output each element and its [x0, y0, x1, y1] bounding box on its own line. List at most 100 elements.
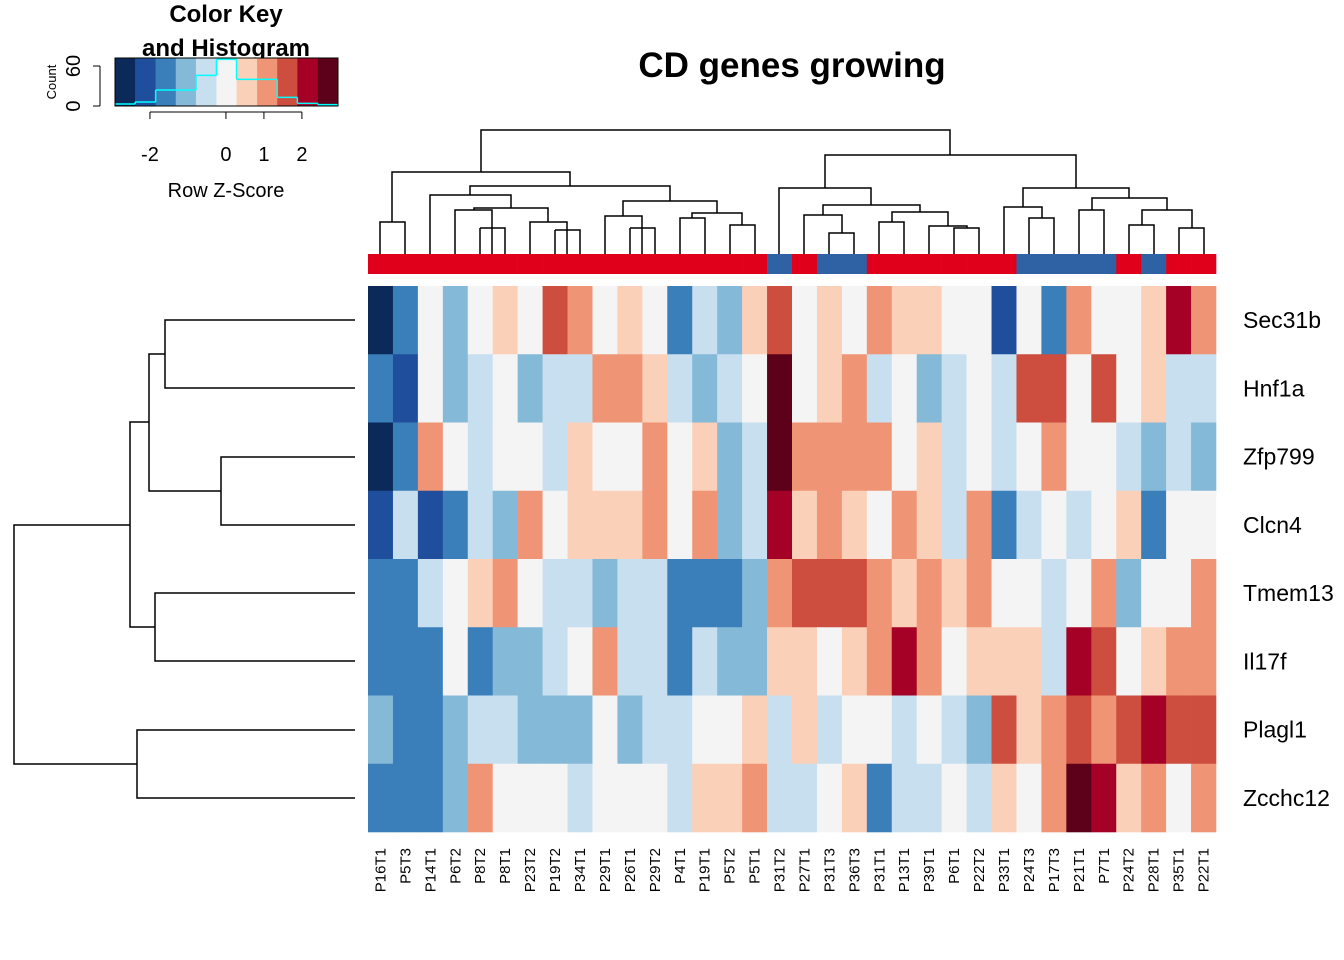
key-title: Color Key — [169, 1, 283, 28]
heatmap-cell — [442, 490, 469, 560]
heatmap-cell — [742, 627, 768, 696]
column-label: P14T1 — [422, 848, 439, 892]
heatmap-cell — [567, 490, 593, 560]
key-x-tick-label: 1 — [258, 144, 269, 166]
heatmap-cell — [517, 763, 543, 833]
column-side-color — [592, 254, 618, 274]
heatmap-cell — [667, 627, 693, 696]
column-label: P13T1 — [896, 848, 913, 892]
heatmap-cell — [368, 286, 394, 355]
key-color-block — [155, 58, 177, 106]
heatmap-cell — [467, 695, 494, 765]
row-label: Il17f — [1243, 648, 1287, 674]
heatmap-cell — [592, 354, 618, 423]
heatmap-cell — [417, 286, 444, 355]
heatmap-cell — [717, 763, 743, 833]
heatmap-cell — [467, 490, 494, 560]
heatmap-cell — [517, 354, 543, 423]
column-label: P36T3 — [846, 848, 863, 892]
key-color-block — [297, 58, 319, 106]
heatmap-cell — [966, 490, 992, 560]
heatmap-cell — [692, 490, 718, 560]
column-side-color — [542, 254, 568, 274]
key-color-block — [135, 58, 156, 106]
key-x-tick-label: 0 — [220, 144, 231, 166]
heatmap-cell — [1066, 559, 1092, 628]
column-label: P31T2 — [772, 848, 789, 892]
heatmap-cell — [1091, 763, 1117, 833]
heatmap-cell — [567, 422, 593, 492]
heatmap-cell — [941, 559, 967, 628]
heatmap-cell — [617, 559, 643, 628]
key-color-block — [115, 58, 136, 106]
heatmap-cell — [841, 286, 868, 355]
heatmap-cell — [467, 286, 494, 355]
heatmap-cell — [617, 286, 643, 355]
heatmap-cell — [567, 695, 593, 765]
heatmap-cell — [966, 695, 992, 765]
heatmap-cell — [1116, 695, 1142, 765]
heatmap-cell — [891, 763, 918, 833]
heatmap-cell — [517, 627, 543, 696]
heatmap-cell — [991, 354, 1017, 423]
heatmap-cell — [368, 354, 394, 423]
heatmap-cell — [941, 627, 967, 696]
heatmap-cell — [592, 422, 618, 492]
column-label: P24T3 — [1021, 848, 1038, 892]
heatmap-cell — [542, 559, 568, 628]
heatmap-cell — [767, 627, 793, 696]
heatmap-cell — [692, 627, 718, 696]
heatmap-cell — [1116, 286, 1142, 355]
heatmap-cell — [792, 354, 818, 423]
key-y-label: Count — [44, 64, 59, 99]
column-label: P39T1 — [921, 848, 938, 892]
row-label: Tmem13 — [1243, 580, 1334, 606]
heatmap-cell — [1066, 490, 1092, 560]
heatmap-cell — [667, 286, 693, 355]
heatmap-cell — [442, 422, 469, 492]
column-label: P27T1 — [796, 848, 813, 892]
heatmap-cell — [667, 695, 693, 765]
heatmap-cell — [941, 763, 967, 833]
heatmap-cell — [1041, 763, 1067, 833]
heatmap-cell — [592, 490, 618, 560]
heatmap-cell — [1141, 763, 1167, 833]
column-side-color — [1166, 254, 1192, 274]
key-color-block — [277, 58, 298, 106]
heatmap-cell — [866, 559, 893, 628]
heatmap-cell — [1191, 695, 1217, 765]
key-x-tick-label: -2 — [141, 144, 159, 166]
heatmap-cell — [767, 695, 793, 765]
heatmap-cell — [617, 422, 643, 492]
heatmap-cell — [916, 490, 942, 560]
heatmap-cell — [966, 422, 992, 492]
column-side-color — [667, 254, 693, 274]
heatmap-cell — [642, 286, 668, 355]
heatmap-cell — [368, 627, 394, 696]
column-label: P28T1 — [1146, 848, 1163, 892]
column-side-color — [941, 254, 967, 274]
column-label: P21T1 — [1071, 848, 1088, 892]
heatmap-cell — [667, 490, 693, 560]
heatmap-cell — [667, 422, 693, 492]
column-side-color — [467, 254, 494, 274]
heatmap-cell — [1016, 490, 1042, 560]
heatmap-cell — [542, 490, 568, 560]
heatmap-cell — [467, 422, 494, 492]
heatmap-cell — [767, 286, 793, 355]
heatmap-cell — [542, 422, 568, 492]
heatmap-cell — [991, 490, 1017, 560]
heatmap-cell — [841, 763, 868, 833]
heatmap-cell — [442, 354, 469, 423]
heatmap-cell — [717, 422, 743, 492]
column-label: P35T1 — [1171, 848, 1188, 892]
heatmap-cell — [467, 354, 494, 423]
heatmap-cell — [742, 354, 768, 423]
column-label: P8T2 — [472, 848, 489, 884]
heatmap-cell — [442, 559, 469, 628]
heatmap-cell — [642, 627, 668, 696]
heatmap-cell — [742, 763, 768, 833]
heatmap-cell — [742, 490, 768, 560]
heatmap-cell — [1041, 422, 1067, 492]
